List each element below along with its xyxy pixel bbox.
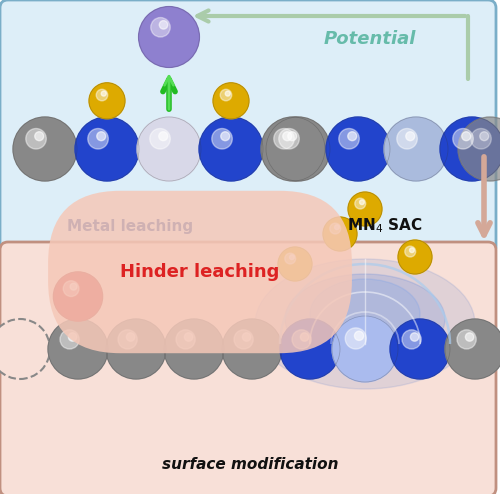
Circle shape [75,117,139,181]
Circle shape [164,319,224,379]
Circle shape [445,319,500,379]
Circle shape [234,330,253,349]
Circle shape [355,198,366,209]
Circle shape [462,132,470,141]
Circle shape [97,132,106,141]
Circle shape [225,91,230,96]
Circle shape [406,132,414,141]
Circle shape [126,333,135,341]
Circle shape [199,117,263,181]
Circle shape [242,333,251,341]
Circle shape [348,132,356,141]
Circle shape [300,333,309,341]
Circle shape [150,128,171,149]
Ellipse shape [285,274,445,364]
Circle shape [330,223,340,234]
Circle shape [345,328,366,349]
Circle shape [266,117,330,181]
FancyBboxPatch shape [0,0,496,254]
Circle shape [390,319,450,379]
Circle shape [118,330,137,349]
Circle shape [285,253,296,264]
Circle shape [101,91,106,96]
Circle shape [159,132,168,141]
Circle shape [137,117,201,181]
Circle shape [480,132,488,141]
Circle shape [88,128,108,149]
Circle shape [360,200,364,205]
Text: Potential: Potential [324,30,416,48]
Circle shape [288,132,296,141]
Circle shape [458,117,500,181]
Circle shape [402,330,421,349]
Circle shape [68,333,77,341]
Circle shape [221,132,230,141]
Circle shape [63,281,79,296]
Circle shape [323,217,357,251]
Circle shape [13,117,77,181]
Circle shape [220,89,232,101]
Circle shape [106,319,166,379]
Circle shape [384,117,448,181]
Circle shape [348,192,382,226]
Circle shape [184,333,193,341]
Circle shape [471,128,492,149]
Circle shape [222,319,282,379]
Circle shape [334,225,340,230]
Circle shape [48,319,108,379]
Circle shape [354,331,364,340]
FancyBboxPatch shape [0,242,496,494]
Circle shape [457,330,476,349]
Ellipse shape [255,259,475,389]
Circle shape [54,272,102,321]
Circle shape [466,333,474,341]
Circle shape [410,248,414,252]
Circle shape [138,6,200,67]
Circle shape [274,128,294,149]
Circle shape [292,330,311,349]
Circle shape [440,117,500,181]
Circle shape [70,283,77,290]
Circle shape [397,128,417,149]
Circle shape [278,247,312,281]
Circle shape [398,240,432,274]
Circle shape [35,132,43,141]
Circle shape [212,128,233,149]
Circle shape [410,333,419,341]
Circle shape [261,117,325,181]
Text: surface modification: surface modification [162,456,338,471]
Circle shape [279,128,299,149]
Circle shape [60,330,79,349]
Circle shape [151,18,170,37]
Circle shape [339,128,359,149]
Circle shape [160,21,168,29]
Text: MN$_4$ SAC: MN$_4$ SAC [347,217,423,235]
Text: Metal leaching: Metal leaching [67,218,193,234]
Circle shape [405,246,415,257]
Circle shape [280,319,340,379]
Circle shape [332,316,398,382]
Circle shape [176,330,195,349]
Text: Hinder leaching: Hinder leaching [120,263,280,281]
Circle shape [453,128,473,149]
Circle shape [213,83,249,119]
Circle shape [290,255,294,259]
Circle shape [26,128,46,149]
Circle shape [283,132,292,141]
Circle shape [0,319,50,379]
Circle shape [89,83,125,119]
Circle shape [326,117,390,181]
Circle shape [96,89,108,101]
Ellipse shape [310,279,420,349]
